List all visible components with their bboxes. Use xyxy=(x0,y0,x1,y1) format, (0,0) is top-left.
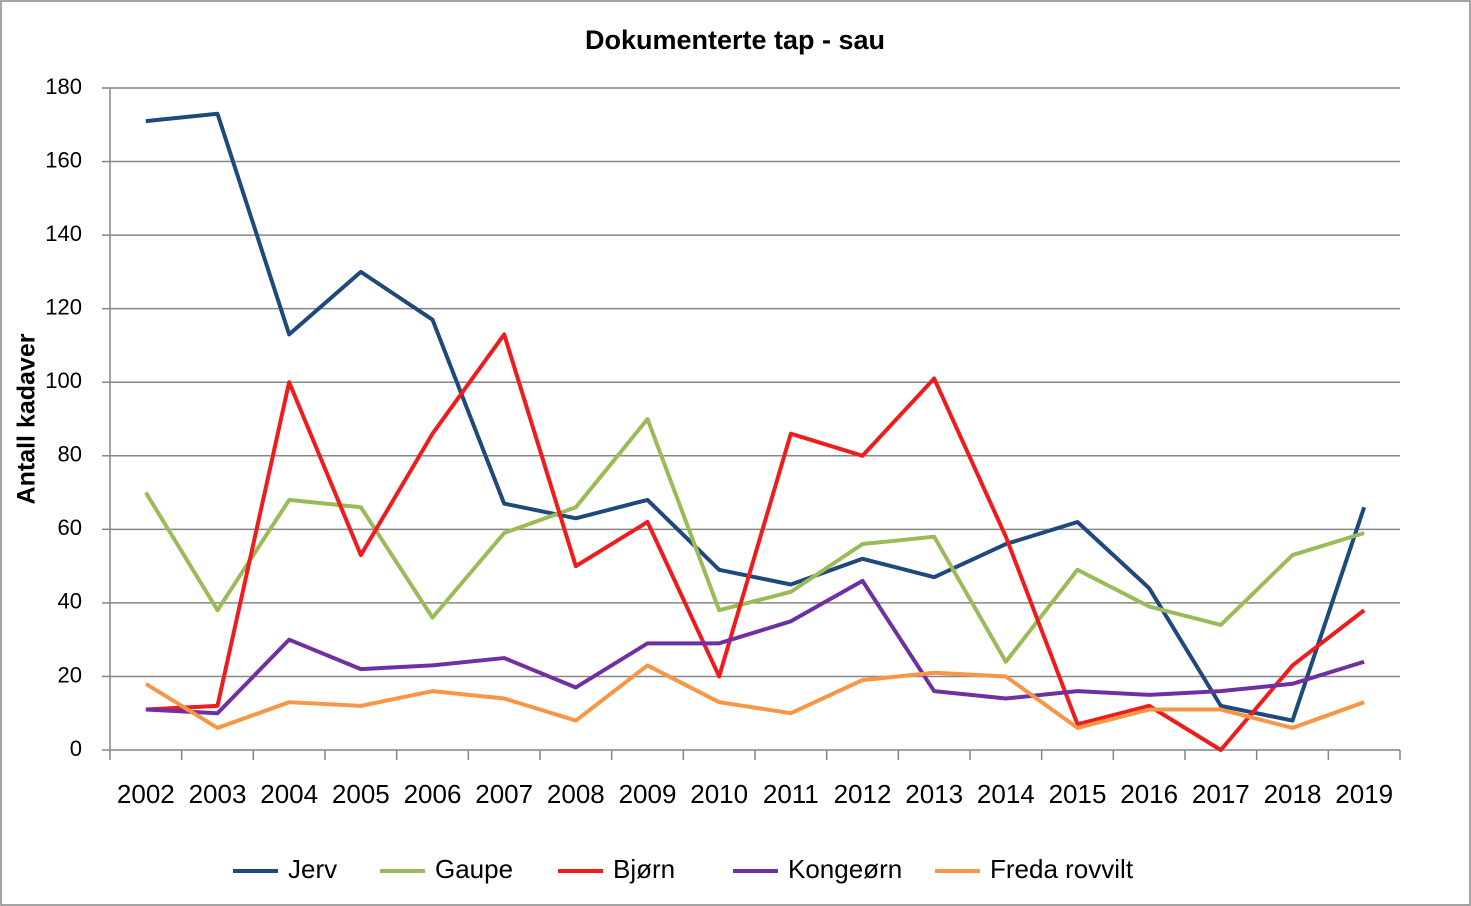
y-tick-label: 180 xyxy=(45,74,82,99)
x-tick-label: 2015 xyxy=(1049,779,1107,809)
y-tick-label: 140 xyxy=(45,221,82,246)
x-tick-label: 2010 xyxy=(690,779,748,809)
series-line xyxy=(145,332,1366,752)
x-tick-label: 2004 xyxy=(260,779,318,809)
y-tick-label: 100 xyxy=(45,368,82,393)
x-tick-label: 2002 xyxy=(117,779,175,809)
legend-label: Bjørn xyxy=(613,854,675,884)
x-tick-label: 2013 xyxy=(905,779,963,809)
legend-label: Kongeørn xyxy=(788,854,902,884)
y-tick-label: 0 xyxy=(70,736,82,761)
x-tick-label: 2018 xyxy=(1264,779,1322,809)
y-tick-label: 120 xyxy=(45,294,82,319)
x-tick-label: 2012 xyxy=(834,779,892,809)
x-tick-label: 2009 xyxy=(619,779,677,809)
y-tick-label: 20 xyxy=(58,662,82,687)
x-tick-label: 2008 xyxy=(547,779,605,809)
x-tick-label: 2014 xyxy=(977,779,1035,809)
legend-label: Freda rovvilt xyxy=(990,854,1134,884)
legend-label: Gaupe xyxy=(435,854,513,884)
series-line xyxy=(144,417,1365,664)
x-tick-label: 2005 xyxy=(332,779,390,809)
x-tick-label: 2016 xyxy=(1120,779,1178,809)
x-tick-label: 2003 xyxy=(189,779,247,809)
y-tick-label: 40 xyxy=(58,589,82,614)
y-tick-label: 80 xyxy=(58,442,82,467)
x-tick-label: 2011 xyxy=(763,779,819,809)
x-tick-label: 2017 xyxy=(1192,779,1250,809)
x-tick-label: 2006 xyxy=(404,779,462,809)
series-line xyxy=(144,663,1365,730)
y-tick-label: 160 xyxy=(45,147,82,172)
chart-title: Dokumenterte tap - sau xyxy=(585,25,885,55)
y-tick-label: 60 xyxy=(58,515,82,540)
x-tick-label: 2019 xyxy=(1335,779,1393,809)
legend-label: Jerv xyxy=(288,854,337,884)
y-axis-label: Antall kadaver xyxy=(13,333,41,504)
series-line xyxy=(145,578,1365,716)
x-tick-label: 2007 xyxy=(475,779,533,809)
